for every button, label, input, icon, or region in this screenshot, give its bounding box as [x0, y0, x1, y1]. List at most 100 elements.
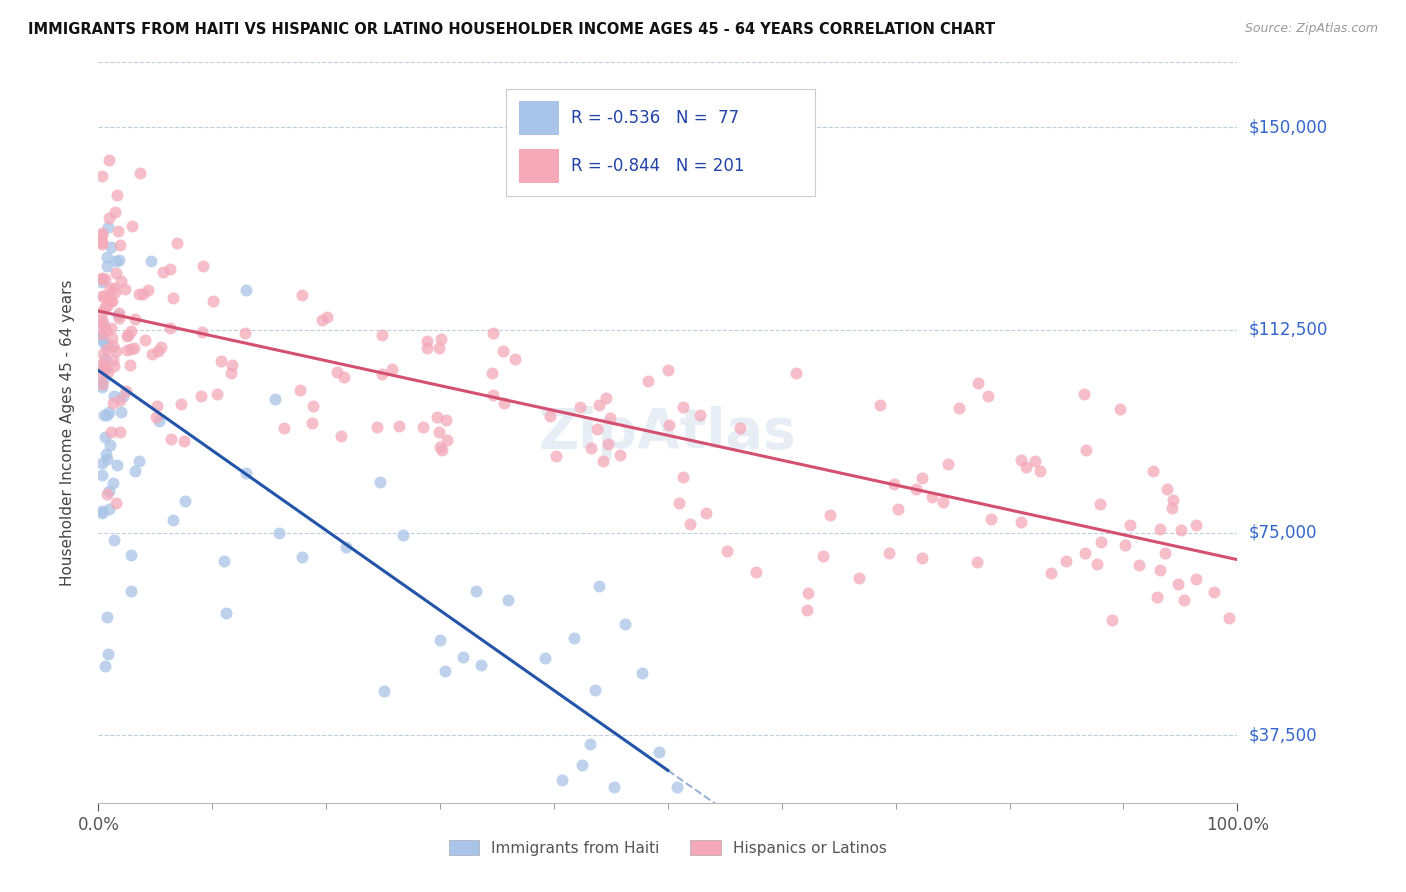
Point	[110, 404, 132, 418]
Point	[1156, 482, 1178, 496]
Point	[120, 548, 142, 562]
Point	[434, 412, 457, 426]
Point	[104, 254, 127, 268]
Point	[368, 475, 391, 489]
Point	[159, 262, 181, 277]
Point	[482, 387, 505, 401]
Point	[120, 583, 142, 598]
Text: $150,000: $150,000	[1249, 119, 1327, 136]
Text: $75,000: $75,000	[1249, 524, 1317, 541]
Point	[267, 526, 290, 541]
Point	[97, 365, 120, 379]
Point	[90, 236, 112, 251]
Point	[90, 506, 112, 520]
Point	[90, 317, 112, 331]
Point	[94, 430, 117, 444]
Legend: Immigrants from Haiti, Hispanics or Latinos: Immigrants from Haiti, Hispanics or Lati…	[443, 834, 893, 862]
Point	[1204, 585, 1226, 599]
Point	[911, 471, 934, 485]
Point	[91, 374, 114, 388]
Point	[96, 447, 118, 461]
Point	[97, 338, 120, 352]
Point	[886, 502, 908, 516]
Point	[1114, 538, 1136, 552]
Point	[571, 758, 593, 772]
Point	[1128, 558, 1150, 572]
Point	[235, 466, 257, 480]
Point	[103, 359, 125, 373]
Point	[112, 389, 135, 403]
Point	[415, 341, 437, 355]
Point	[869, 398, 891, 412]
Point	[162, 513, 184, 527]
Point	[93, 336, 115, 351]
Point	[96, 299, 118, 313]
Point	[1149, 563, 1171, 577]
Point	[98, 502, 121, 516]
Point	[1073, 387, 1095, 401]
Point	[544, 450, 567, 464]
Point	[302, 400, 325, 414]
Point	[124, 312, 146, 326]
Point	[730, 421, 752, 435]
Point	[90, 272, 112, 286]
Point	[115, 343, 138, 358]
Point	[121, 219, 143, 234]
Point	[427, 341, 450, 355]
Point	[948, 401, 970, 416]
Point	[785, 366, 807, 380]
Point	[98, 438, 121, 452]
Point	[1161, 500, 1184, 515]
Point	[94, 323, 117, 337]
Point	[481, 366, 503, 380]
Point	[91, 504, 114, 518]
Point	[883, 477, 905, 491]
Point	[145, 409, 167, 424]
Point	[290, 288, 312, 302]
Point	[503, 351, 526, 366]
Point	[695, 507, 717, 521]
Point	[366, 419, 388, 434]
Text: ZipAtlas: ZipAtlas	[538, 406, 797, 459]
Point	[141, 347, 163, 361]
Point	[90, 305, 112, 319]
Point	[173, 434, 195, 449]
Point	[370, 367, 392, 381]
Point	[588, 578, 610, 592]
Point	[96, 487, 118, 501]
Point	[96, 609, 118, 624]
Point	[599, 411, 621, 425]
Point	[100, 294, 122, 309]
Point	[381, 362, 404, 376]
Point	[745, 565, 768, 579]
Point	[1010, 453, 1032, 467]
Point	[94, 658, 117, 673]
Point	[103, 281, 125, 295]
Point	[219, 366, 242, 380]
Point	[90, 328, 112, 343]
Point	[797, 585, 820, 599]
Point	[1054, 554, 1077, 568]
Point	[811, 549, 834, 563]
Point	[90, 357, 112, 371]
Point	[465, 584, 488, 599]
Point	[90, 271, 112, 285]
FancyBboxPatch shape	[519, 101, 558, 136]
Point	[118, 358, 141, 372]
Point	[93, 288, 115, 302]
Point	[98, 281, 121, 295]
Point	[569, 401, 592, 415]
Point	[97, 153, 120, 168]
Point	[110, 274, 132, 288]
Point	[96, 408, 118, 422]
Point	[1119, 517, 1142, 532]
Point	[91, 169, 114, 184]
Point	[120, 343, 142, 357]
Point	[174, 494, 197, 508]
Point	[716, 544, 738, 558]
Point	[1149, 523, 1171, 537]
Text: Source: ZipAtlas.com: Source: ZipAtlas.com	[1244, 22, 1378, 36]
Point	[538, 409, 561, 424]
Point	[579, 442, 602, 456]
Point	[94, 300, 117, 314]
